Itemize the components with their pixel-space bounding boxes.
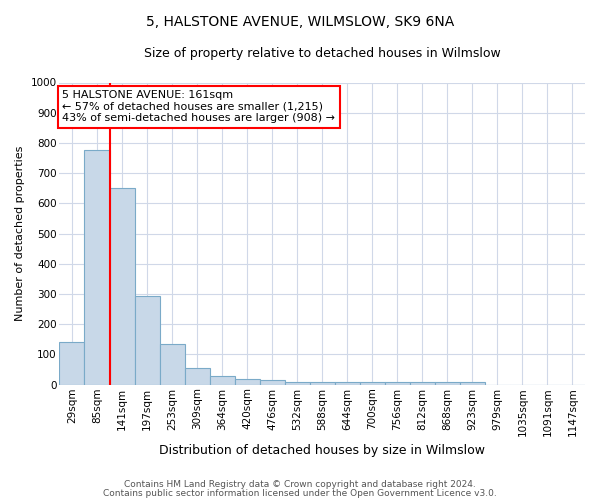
Bar <box>310 382 335 384</box>
Text: 5, HALSTONE AVENUE, WILMSLOW, SK9 6NA: 5, HALSTONE AVENUE, WILMSLOW, SK9 6NA <box>146 15 454 29</box>
Bar <box>460 382 485 384</box>
Title: Size of property relative to detached houses in Wilmslow: Size of property relative to detached ho… <box>144 48 500 60</box>
Text: 5 HALSTONE AVENUE: 161sqm
← 57% of detached houses are smaller (1,215)
43% of se: 5 HALSTONE AVENUE: 161sqm ← 57% of detac… <box>62 90 335 124</box>
Text: Contains public sector information licensed under the Open Government Licence v3: Contains public sector information licen… <box>103 488 497 498</box>
Bar <box>160 344 185 385</box>
Bar <box>209 376 235 384</box>
Bar <box>435 382 460 384</box>
X-axis label: Distribution of detached houses by size in Wilmslow: Distribution of detached houses by size … <box>159 444 485 458</box>
Bar <box>59 342 85 384</box>
Bar <box>235 379 260 384</box>
Bar <box>284 382 310 384</box>
Bar <box>360 382 385 384</box>
Bar <box>260 380 284 384</box>
Text: Contains HM Land Registry data © Crown copyright and database right 2024.: Contains HM Land Registry data © Crown c… <box>124 480 476 489</box>
Bar <box>134 296 160 384</box>
Bar <box>185 368 209 384</box>
Y-axis label: Number of detached properties: Number of detached properties <box>15 146 25 322</box>
Bar <box>385 382 410 384</box>
Bar <box>85 150 110 384</box>
Bar <box>110 188 134 384</box>
Bar <box>410 382 435 384</box>
Bar <box>335 382 360 384</box>
